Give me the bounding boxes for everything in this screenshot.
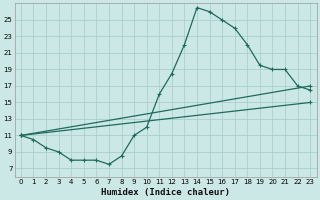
X-axis label: Humidex (Indice chaleur): Humidex (Indice chaleur)	[101, 188, 230, 197]
